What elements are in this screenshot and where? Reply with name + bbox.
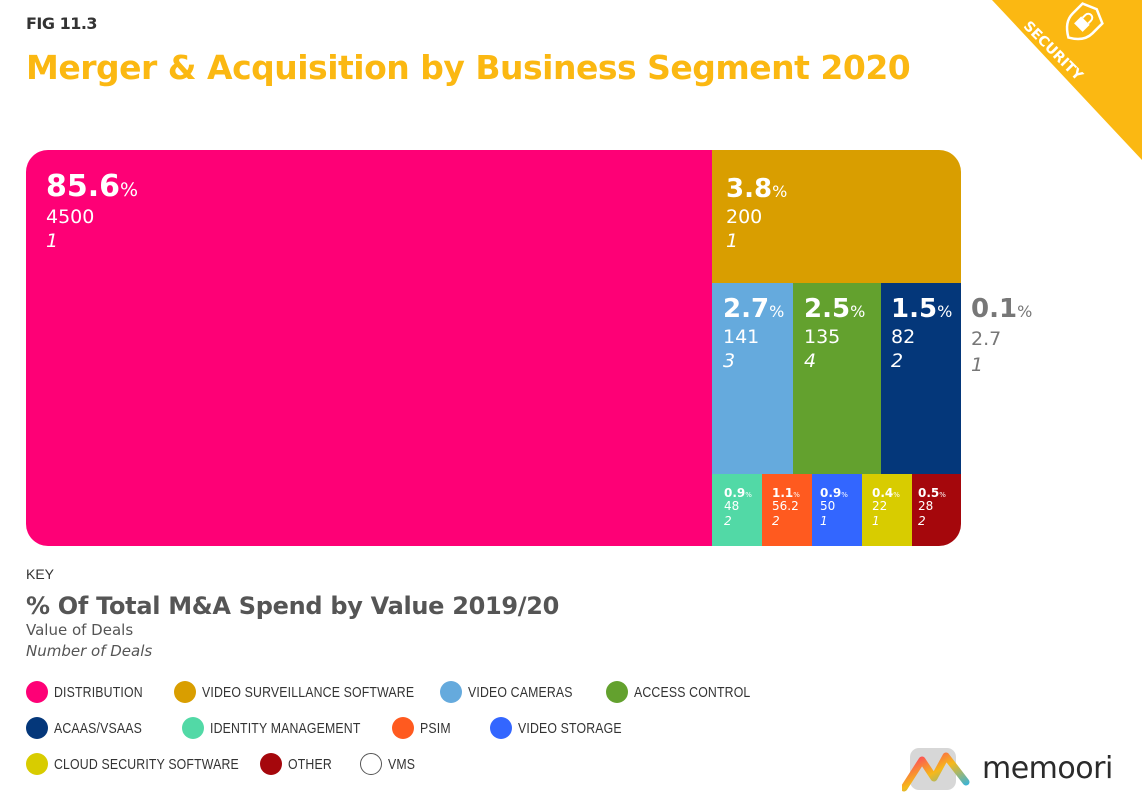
- vms-deals: 1: [971, 354, 984, 376]
- lock-shield-icon: [1065, 2, 1104, 41]
- storage-deals: 1: [820, 514, 828, 528]
- vss-deals: 1: [726, 229, 739, 252]
- legend-swatch-video-cameras: [440, 681, 462, 703]
- access-value: 135: [804, 326, 841, 348]
- acaas-value: 82: [891, 326, 916, 348]
- memoori-logo-icon: [902, 748, 970, 792]
- storage-percent: 0.9%: [820, 486, 848, 500]
- legend-item-access-control: ACCESS CONTROL: [606, 680, 776, 704]
- legend-label-cloud-security-software: CLOUD SECURITY SOFTWARE: [54, 755, 239, 773]
- security-corner-badge: SECURITY: [992, 0, 1142, 160]
- legend-label-video-cameras: VIDEO CAMERAS: [468, 683, 573, 701]
- legend-item-other: OTHER: [260, 752, 342, 776]
- distribution-deals: 1: [46, 229, 59, 252]
- psim-value: 56.2: [772, 499, 799, 513]
- identity-percent: 0.9%: [724, 486, 752, 500]
- key-label: KEY: [26, 566, 55, 582]
- figure-label: FIG 11.3: [26, 14, 98, 33]
- treemap-cell-storage: 0.9% 50 1: [812, 474, 862, 546]
- treemap-cell-distribution: 85.6% 4500 1: [26, 150, 712, 546]
- legend-swatch-access-control: [606, 681, 628, 703]
- legend-item-cloud-security-software: CLOUD SECURITY SOFTWARE: [26, 752, 279, 776]
- distribution-value: 4500: [46, 206, 95, 228]
- legend-swatch-other: [260, 753, 282, 775]
- vss-value: 200: [726, 206, 763, 228]
- key-value-of-deals: Value of Deals: [26, 621, 134, 639]
- distribution-percent: 85.6%: [46, 169, 139, 204]
- treemap-cell-acaas: 1.5% 82 2: [881, 283, 961, 474]
- vms-value: 2.7: [971, 328, 1002, 350]
- treemap-chart: 85.6% 4500 1 3.8% 200 1 2.7% 141 3 2.5% 135 4 1.5% 82…: [26, 150, 961, 546]
- access-percent: 2.5%: [804, 294, 866, 324]
- legend-swatch-vms: [360, 753, 382, 775]
- acaas-percent: 1.5%: [891, 294, 953, 324]
- other-deals: 2: [918, 514, 926, 528]
- legend-label-other: OTHER: [288, 755, 332, 773]
- vms-segment-label: 0.1% 2.7 1: [971, 296, 1032, 376]
- identity-value: 48: [724, 499, 740, 513]
- legend-swatch-video-surveillance-software: [174, 681, 196, 703]
- legend-swatch-video-storage: [490, 717, 512, 739]
- legend-label-acaas-vsaas: ACAAS/VSAAS: [54, 719, 142, 737]
- identity-deals: 2: [724, 514, 732, 528]
- treemap-cell-identity: 0.9% 48 2: [712, 474, 762, 546]
- legend-item-video-cameras: VIDEO CAMERAS: [440, 680, 596, 704]
- treemap-cell-access: 2.5% 135 4: [793, 283, 881, 474]
- legend-item-vms: VMS: [360, 752, 421, 776]
- legend-item-video-storage: VIDEO STORAGE: [490, 716, 645, 740]
- legend-label-access-control: ACCESS CONTROL: [634, 683, 751, 701]
- treemap-cell-cameras: 2.7% 141 3: [712, 283, 793, 474]
- treemap-cell-cloud: 0.4% 22 1: [862, 474, 912, 546]
- legend-label-video-storage: VIDEO STORAGE: [518, 719, 622, 737]
- psim-deals: 2: [772, 514, 780, 528]
- key-title: % Of Total M&A Spend by Value 2019/20: [26, 592, 560, 620]
- legend-label-video-surveillance-software: VIDEO SURVEILLANCE SOFTWARE: [202, 683, 415, 701]
- legend-swatch-cloud-security-software: [26, 753, 48, 775]
- cameras-deals: 3: [723, 349, 736, 372]
- treemap-cell-vss: 3.8% 200 1: [712, 150, 961, 283]
- legend-label-identity-management: IDENTITY MANAGEMENT: [210, 719, 361, 737]
- other-percent: 0.5%: [918, 486, 946, 500]
- memoori-logo-text: memoori: [982, 750, 1113, 786]
- cameras-value: 141: [723, 326, 760, 348]
- cloud-percent: 0.4%: [872, 486, 900, 500]
- storage-value: 50: [820, 499, 836, 513]
- memoori-logo: memoori: [902, 742, 1113, 794]
- psim-percent: 1.1%: [772, 486, 800, 500]
- treemap-cell-psim: 1.1% 56.2 2: [762, 474, 812, 546]
- legend-item-identity-management: IDENTITY MANAGEMENT: [182, 716, 394, 740]
- vms-percent: 0.1%: [971, 294, 1033, 324]
- legend-label-psim: PSIM: [420, 719, 451, 737]
- cloud-deals: 1: [872, 514, 880, 528]
- legend-label-vms: VMS: [388, 755, 416, 773]
- legend-swatch-acaas-vsaas: [26, 717, 48, 739]
- chart-title: Merger & Acquisition by Business Segment…: [26, 48, 911, 87]
- legend-item-video-surveillance-software: VIDEO SURVEILLANCE SOFTWARE: [174, 680, 461, 704]
- legend-swatch-distribution: [26, 681, 48, 703]
- other-value: 28: [918, 499, 934, 513]
- legend-item-distribution: DISTRIBUTION: [26, 680, 162, 704]
- legend-swatch-identity-management: [182, 717, 204, 739]
- vss-percent: 3.8%: [726, 174, 788, 204]
- cloud-value: 22: [872, 499, 888, 513]
- legend-item-acaas-vsaas: ACAAS/VSAAS: [26, 716, 161, 740]
- acaas-deals: 2: [891, 349, 904, 372]
- key-number-of-deals: Number of Deals: [26, 642, 153, 660]
- access-deals: 4: [804, 349, 817, 372]
- legend-swatch-psim: [392, 717, 414, 739]
- treemap-cell-other: 0.5% 28 2: [912, 474, 961, 546]
- legend-label-distribution: DISTRIBUTION: [54, 683, 143, 701]
- cameras-percent: 2.7%: [723, 294, 785, 324]
- legend-item-psim: PSIM: [392, 716, 457, 740]
